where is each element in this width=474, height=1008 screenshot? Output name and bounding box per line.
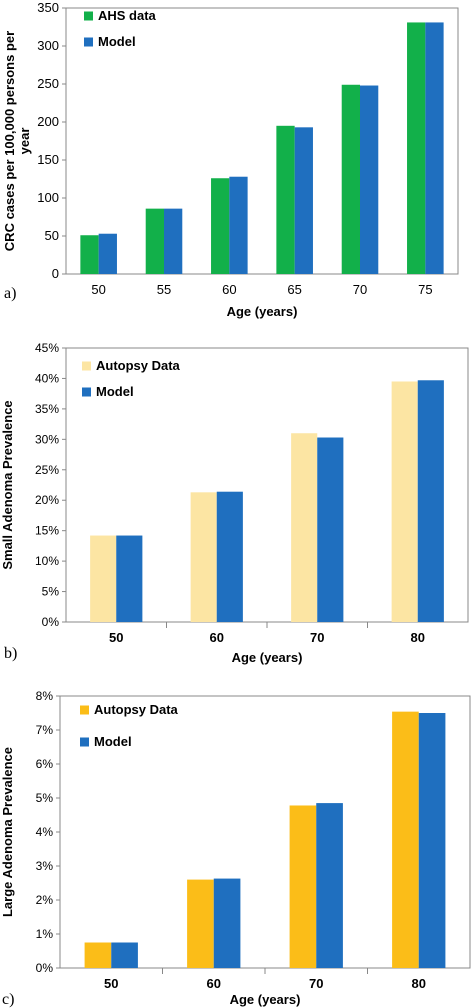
y-tick-label: 2% (36, 893, 54, 907)
bar-ahs-data-65 (276, 125, 295, 274)
y-tick-label: 8% (36, 689, 54, 703)
bar-ahs-data-50 (80, 235, 99, 274)
y-tick-label: 0% (42, 615, 60, 629)
legend-label: Autopsy Data (96, 358, 181, 373)
y-tick-label: 350 (37, 0, 59, 15)
bar-ahs-data-70 (341, 84, 360, 274)
y-tick-label: 300 (37, 38, 59, 53)
x-tick-label: 80 (412, 976, 426, 991)
crc-cases-chart: 0 50 100 150 200 250 300 350 50 55 60 65 70 75 AHS dat… (2, 0, 459, 319)
y-tick-label: 7% (36, 723, 54, 737)
y-tick-label: 30% (35, 432, 59, 446)
bar-model-80 (417, 380, 444, 622)
small-adenoma-chart: 0% 5% 10% 15% 20% 25% 30% 35% 40% 45% 50 60 70 80 Auto… (0, 341, 469, 665)
legend-swatch (82, 387, 91, 397)
y-tick-label: 0 (52, 266, 59, 281)
y-tick-label: 150 (37, 152, 59, 167)
bar-model-80 (418, 713, 446, 968)
y-tick-label: 0% (36, 961, 54, 975)
bar-model-50 (98, 233, 117, 274)
bar-model-60 (213, 878, 241, 968)
x-tick-label: 50 (109, 630, 123, 645)
bar-ahs-data-75 (407, 22, 426, 274)
y-tick-label: 4% (36, 825, 54, 839)
bar-autopsy-data-80 (391, 381, 418, 622)
legend-label: Autopsy Data (94, 702, 179, 717)
bar-autopsy-data-50 (90, 535, 117, 622)
bar-ahs-data-60 (211, 178, 230, 274)
x-axis-label: Age (years) (230, 992, 301, 1007)
bar-autopsy-data-60 (190, 492, 217, 622)
x-tick-label: 70 (310, 630, 324, 645)
bar-model-70 (316, 803, 343, 968)
bar-autopsy-data-80 (392, 711, 419, 968)
bar-model-65 (294, 127, 313, 274)
chart-panel-a: 0 50 100 150 200 250 300 350 50 55 60 65 70 75 AHS dat… (0, 0, 474, 330)
y-tick-label: 35% (35, 402, 59, 416)
chart-panel-c: 0% 1% 2% 3% 4% 5% 6% 7% 8% 50 60 70 80 Autopsy Data Mo… (0, 670, 474, 1008)
x-tick-label: 60 (210, 630, 224, 645)
legend-label: Model (94, 734, 132, 749)
y-tick-label: 10% (35, 554, 59, 568)
plot-area-frame (65, 7, 459, 275)
y-tick-label: 15% (35, 524, 59, 538)
x-tick-label: 70 (353, 282, 367, 297)
x-tick-label: 60 (207, 976, 221, 991)
panel-label: a) (4, 285, 16, 302)
legend-swatch (84, 37, 93, 47)
bar-model-75 (425, 22, 444, 274)
legend-swatch (84, 11, 93, 21)
bar-model-60 (229, 176, 248, 274)
y-tick-label: 45% (35, 341, 59, 355)
bar-autopsy-data-70 (291, 433, 318, 622)
x-tick-label: 75 (418, 282, 432, 297)
x-tick-label: 60 (222, 282, 236, 297)
legend-label: Model (96, 384, 134, 399)
panel-label: b) (4, 645, 17, 662)
panel-label: c) (2, 991, 14, 1008)
bar-model-70 (317, 437, 344, 622)
x-tick-label: 50 (91, 282, 105, 297)
legend-swatch (82, 361, 91, 371)
x-tick-label: 55 (157, 282, 171, 297)
x-tick-label: 70 (309, 976, 323, 991)
y-tick-label: 100 (37, 190, 59, 205)
bar-model-60 (216, 491, 243, 622)
bar-autopsy-data-50 (84, 942, 112, 968)
legend-swatch (80, 705, 89, 715)
y-axis-label: CRC cases per 100,000 persons peryear (2, 31, 32, 251)
y-tick-label: 250 (37, 76, 59, 91)
bar-autopsy-data-70 (289, 805, 317, 968)
y-tick-label: 1% (36, 927, 54, 941)
y-tick-label: 40% (35, 371, 59, 385)
x-tick-label: 65 (287, 282, 301, 297)
y-tick-label: 50 (45, 228, 59, 243)
legend-label: AHS data (98, 8, 157, 23)
y-tick-label: 20% (35, 493, 59, 507)
bar-model-55 (164, 208, 183, 274)
chart-panel-b: 0% 5% 10% 15% 20% 25% 30% 35% 40% 45% 50 60 70 80 Auto… (0, 330, 474, 670)
bar-model-50 (111, 942, 138, 968)
y-tick-label: 200 (37, 114, 59, 129)
y-axis-label-group: CRC cases per 100,000 persons peryear (2, 31, 32, 251)
bar-ahs-data-55 (145, 208, 164, 274)
x-tick-label: 80 (411, 630, 425, 645)
y-tick-label: 5% (36, 791, 54, 805)
legend-label: Model (98, 34, 136, 49)
y-tick-label: 6% (36, 757, 54, 771)
y-tick-label: 5% (42, 585, 60, 599)
y-axis-label: Large Adenoma Prevalence (0, 747, 15, 917)
bar-model-50 (116, 535, 143, 622)
bar-autopsy-data-60 (187, 879, 214, 968)
y-tick-label: 25% (35, 463, 59, 477)
legend-swatch (80, 737, 89, 747)
y-tick-label: 3% (36, 859, 54, 873)
y-axis-label: Small Adenoma Prevalence (0, 400, 15, 569)
x-tick-label: 50 (104, 976, 118, 991)
x-axis-label: Age (years) (227, 304, 298, 319)
bar-model-70 (360, 85, 379, 275)
x-axis-label: Age (years) (232, 650, 303, 665)
large-adenoma-chart: 0% 1% 2% 3% 4% 5% 6% 7% 8% 50 60 70 80 Autopsy Data Mo… (0, 689, 471, 1008)
